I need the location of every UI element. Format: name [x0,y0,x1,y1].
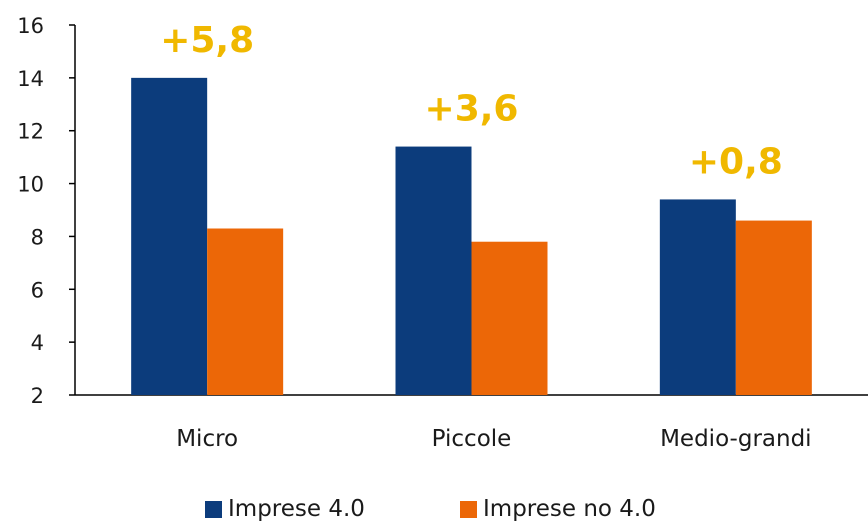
bar-imprese-no-4-0 [471,241,548,395]
legend-label-series-2: Imprese no 4.0 [483,496,656,522]
bar-imprese-no-4-0 [207,228,284,395]
annotations: +5,8 +3,6 +0,8 [160,20,783,183]
y-tick-label: 8 [31,225,44,249]
x-tick-label: Medio-grandi [660,426,812,452]
legend-item-series-2: Imprese no 4.0 [460,494,656,524]
y-tick-label: 14 [17,67,44,91]
bar-imprese-4-0 [131,77,208,395]
bar-imprese-4-0 [395,146,472,395]
x-axis: Micro Piccole Medio-grandi [75,394,868,452]
y-tick-label: 4 [31,331,44,355]
y-axis: 2 4 6 8 10 12 14 16 [17,14,76,408]
bars [131,77,812,395]
legend-item-series-1: Imprese 4.0 [205,494,365,524]
difference-annotation: +0,8 [689,141,783,182]
legend-swatch-series-1 [205,500,222,518]
bar-imprese-4-0 [659,199,736,395]
y-tick-label: 10 [17,173,44,197]
y-tick-label: 16 [17,14,44,38]
difference-annotation: +3,6 [425,89,519,130]
y-tick-label: 12 [17,120,44,144]
y-tick-label: 6 [31,278,44,302]
x-tick-label: Micro [176,426,238,452]
difference-annotation: +5,8 [160,20,254,61]
bar-imprese-no-4-0 [735,220,812,395]
x-tick-label: Piccole [432,426,512,452]
bar-chart: 2 4 6 8 10 12 14 16 Micro Piccole Medio-grandi +5… [17,14,868,452]
y-tick-label: 2 [31,384,44,408]
legend: Imprese 4.0 Imprese no 4.0 [0,494,868,529]
legend-swatch-series-2 [460,500,477,518]
legend-label-series-1: Imprese 4.0 [228,496,365,522]
